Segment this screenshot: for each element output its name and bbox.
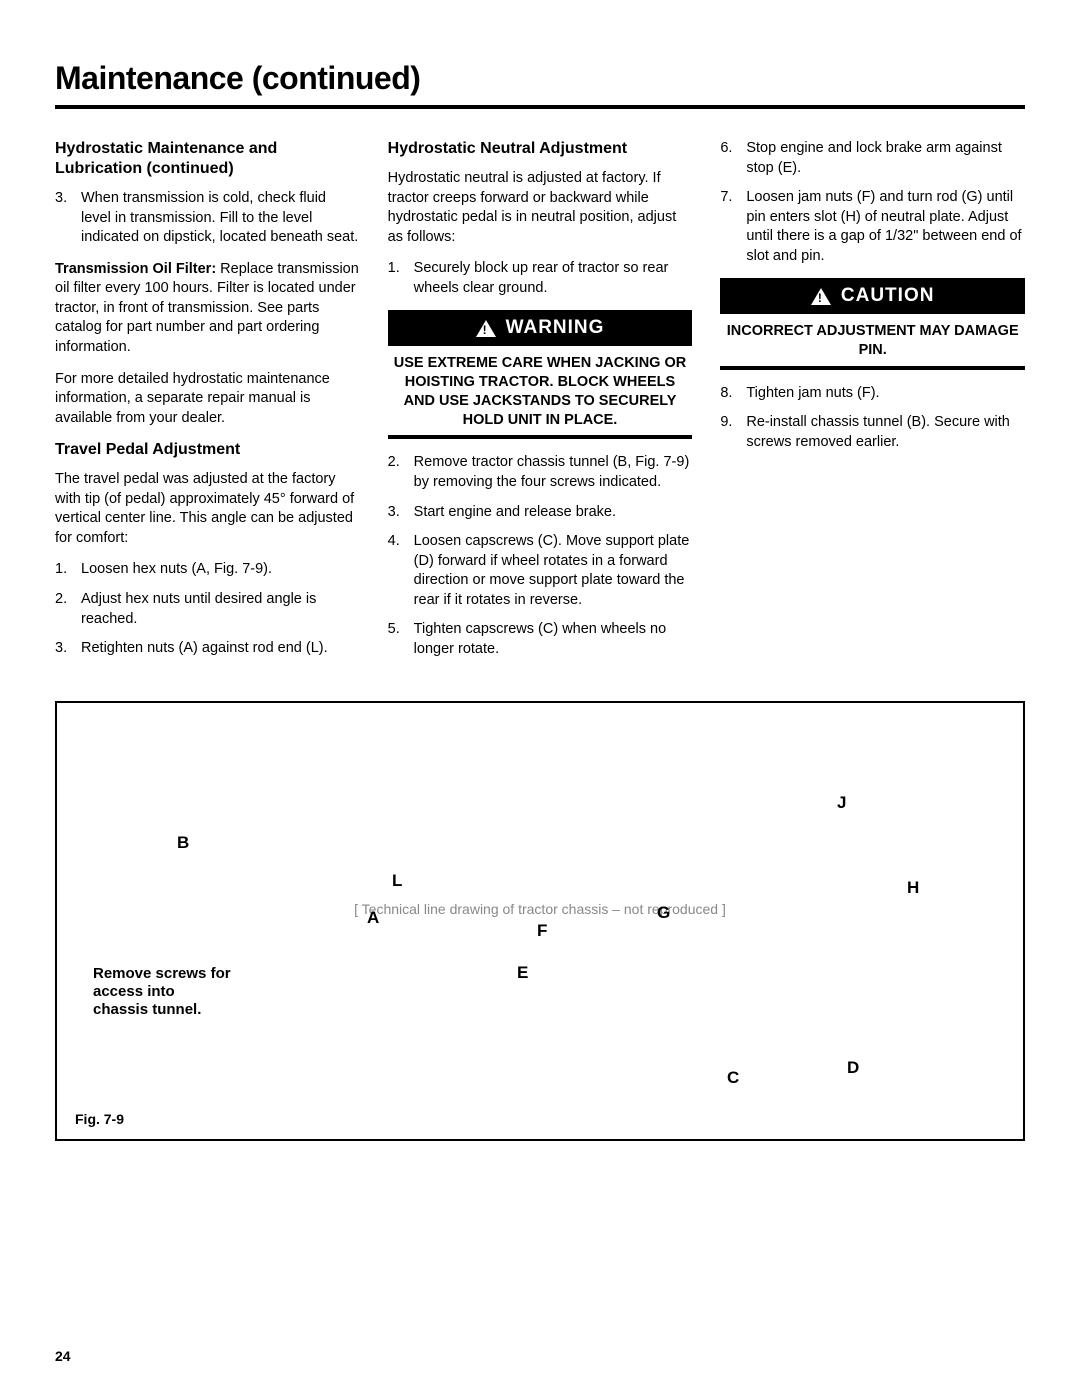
list-text: When transmission is cold, check fluid l…	[81, 189, 360, 248]
caution-text: INCORRECT ADJUSTMENT MAY DAMAGE PIN.	[720, 322, 1025, 360]
list-num: 9.	[720, 413, 746, 452]
list-text: Tighten capscrews (C) when wheels no lon…	[414, 620, 693, 659]
list-num: 1.	[55, 560, 81, 580]
content-columns: Hydrostatic Maintenance and Lubrication …	[55, 139, 1025, 671]
list-item: 9. Re-install chassis tunnel (B). Secure…	[720, 413, 1025, 452]
title-rule	[55, 105, 1025, 109]
list-item: 1. Securely block up rear of tractor so …	[388, 259, 693, 298]
list-text: Loosen capscrews (C). Move support plate…	[414, 532, 693, 610]
warning-text: USE EXTREME CARE WHEN JACKING OR HOISTIN…	[388, 354, 693, 429]
figure-label-E: E	[517, 963, 528, 983]
list-text: Remove tractor chassis tunnel (B, Fig. 7…	[414, 453, 693, 492]
figure-callout: Remove screws for access into chassis tu…	[93, 965, 233, 1019]
column-1: Hydrostatic Maintenance and Lubrication …	[55, 139, 360, 671]
para-neutral-intro: Hydrostatic neutral is adjusted at facto…	[388, 169, 693, 247]
list-item: 3. When transmission is cold, check flui…	[55, 189, 360, 248]
figure-label-D: D	[847, 1058, 859, 1078]
para-manual: For more detailed hydrostatic maintenanc…	[55, 370, 360, 429]
list-neutral-a: 1. Securely block up rear of tractor so …	[388, 259, 693, 298]
figure-7-9: [ Technical line drawing of tractor chas…	[55, 701, 1025, 1141]
list-text: Loosen hex nuts (A, Fig. 7-9).	[81, 560, 360, 580]
column-3: 6. Stop engine and lock brake arm agains…	[720, 139, 1025, 671]
list-maint: 3. When transmission is cold, check flui…	[55, 189, 360, 248]
list-num: 3.	[388, 503, 414, 523]
list-item: 6. Stop engine and lock brake arm agains…	[720, 139, 1025, 178]
heading-neutral-adjust: Hydrostatic Neutral Adjustment	[388, 139, 693, 159]
list-num: 2.	[388, 453, 414, 492]
list-text: Start engine and release brake.	[414, 503, 693, 523]
list-item: 3. Start engine and release brake.	[388, 503, 693, 523]
para-pedal-intro: The travel pedal was adjusted at the fac…	[55, 470, 360, 548]
warning-label: WARNING	[506, 315, 605, 341]
warning-rule	[388, 435, 693, 439]
list-text: Retighten nuts (A) against rod end (L).	[81, 639, 360, 659]
caution-icon	[811, 288, 831, 305]
list-num: 2.	[55, 590, 81, 629]
figure-placeholder: [ Technical line drawing of tractor chas…	[75, 717, 1005, 1101]
caution-rule	[720, 366, 1025, 370]
list-pedal: 1. Loosen hex nuts (A, Fig. 7-9). 2. Adj…	[55, 560, 360, 658]
list-text: Re-install chassis tunnel (B). Secure wi…	[746, 413, 1025, 452]
transmission-label: Transmission Oil Filter:	[55, 261, 216, 277]
caution-box: CAUTION	[720, 278, 1025, 314]
list-num: 1.	[388, 259, 414, 298]
list-num: 6.	[720, 139, 746, 178]
list-item: 3. Retighten nuts (A) against rod end (L…	[55, 639, 360, 659]
list-text: Securely block up rear of tractor so rea…	[414, 259, 693, 298]
heading-travel-pedal: Travel Pedal Adjustment	[55, 440, 360, 460]
figure-label-C: C	[727, 1068, 739, 1088]
list-item: 2. Adjust hex nuts until desired angle i…	[55, 590, 360, 629]
heading-hydrostatic-maint: Hydrostatic Maintenance and Lubrication …	[55, 139, 360, 179]
list-text: Adjust hex nuts until desired angle is r…	[81, 590, 360, 629]
list-num: 4.	[388, 532, 414, 610]
list-item: 5. Tighten capscrews (C) when wheels no …	[388, 620, 693, 659]
list-neutral-c: 6. Stop engine and lock brake arm agains…	[720, 139, 1025, 266]
list-item: 4. Loosen capscrews (C). Move support pl…	[388, 532, 693, 610]
figure-label-L: L	[392, 871, 402, 891]
list-item: 2. Remove tractor chassis tunnel (B, Fig…	[388, 453, 693, 492]
list-item: 1. Loosen hex nuts (A, Fig. 7-9).	[55, 560, 360, 580]
list-num: 5.	[388, 620, 414, 659]
warning-icon	[476, 320, 496, 337]
figure-caption: Fig. 7-9	[75, 1111, 124, 1127]
figure-label-H: H	[907, 878, 919, 898]
figure-label-J: J	[837, 793, 846, 813]
list-text: Stop engine and lock brake arm against s…	[746, 139, 1025, 178]
list-item: 8. Tighten jam nuts (F).	[720, 384, 1025, 404]
figure-label-A: A	[367, 908, 379, 928]
list-item: 7. Loosen jam nuts (F) and turn rod (G) …	[720, 188, 1025, 266]
list-text: Loosen jam nuts (F) and turn rod (G) unt…	[746, 188, 1025, 266]
list-neutral-b: 2. Remove tractor chassis tunnel (B, Fig…	[388, 453, 693, 659]
list-num: 3.	[55, 639, 81, 659]
caution-label: CAUTION	[841, 283, 935, 309]
page-title: Maintenance (continued)	[55, 60, 1025, 97]
figure-label-B: B	[177, 833, 189, 853]
figure-label-F: F	[537, 921, 547, 941]
figure-label-G: G	[657, 903, 670, 923]
list-num: 3.	[55, 189, 81, 248]
warning-box: WARNING	[388, 310, 693, 346]
column-2: Hydrostatic Neutral Adjustment Hydrostat…	[388, 139, 693, 671]
list-num: 8.	[720, 384, 746, 404]
list-text: Tighten jam nuts (F).	[746, 384, 1025, 404]
list-neutral-d: 8. Tighten jam nuts (F). 9. Re-install c…	[720, 384, 1025, 453]
page-number: 24	[55, 1348, 71, 1364]
transmission-para: Transmission Oil Filter: Replace transmi…	[55, 260, 360, 358]
list-num: 7.	[720, 188, 746, 266]
